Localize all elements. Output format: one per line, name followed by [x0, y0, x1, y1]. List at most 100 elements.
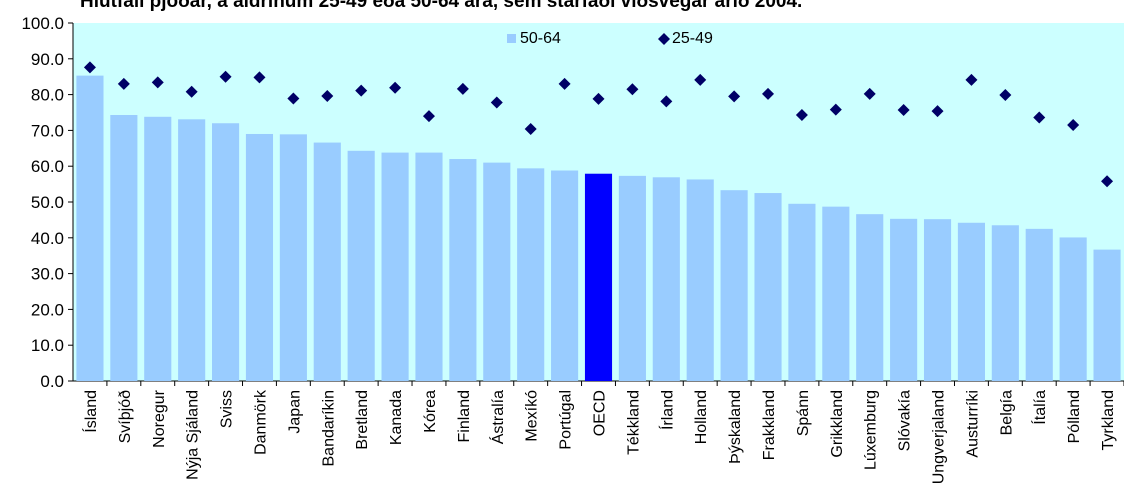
bar [144, 116, 172, 382]
bar [76, 75, 104, 381]
x-tick-label: Frakkland [761, 390, 778, 460]
marker-point [694, 73, 707, 86]
x-tick-label: Ítalía [1030, 390, 1049, 425]
x-tick-label: Noregur [151, 389, 168, 447]
bar [720, 190, 748, 381]
bar [652, 177, 680, 381]
x-tick-label: Austurríki [964, 390, 981, 458]
marker-point [185, 85, 198, 98]
x-tick-label: Kanada [388, 390, 405, 445]
bar [551, 170, 579, 381]
x-tick-label: Finland [456, 390, 473, 442]
bar [415, 152, 443, 381]
y-tick-label: 50.0 [31, 193, 64, 212]
x-tick-label: Bretland [354, 390, 371, 450]
bar [279, 134, 307, 381]
chart-title: Hlutfall þjóðar, á aldrinum 25-49 eða 50… [80, 0, 803, 12]
marker-point [151, 76, 164, 89]
x-tick-label: Slóvakía [897, 390, 914, 451]
x-tick-label: Tékkland [625, 390, 642, 455]
marker-point [422, 110, 435, 123]
marker-point [626, 83, 639, 96]
x-tick-label: Ísland [81, 390, 100, 433]
marker-point [965, 73, 978, 86]
bar [923, 219, 952, 381]
marker-point [1033, 111, 1046, 124]
x-tick-label: Tyrkland [1100, 390, 1117, 450]
legend-swatch-25-49 [658, 33, 670, 45]
marker-point [728, 90, 741, 103]
x-tick-label: Sviss [219, 390, 236, 428]
y-tick-label: 10.0 [31, 336, 64, 355]
y-tick-label: 90.0 [31, 50, 64, 69]
y-tick-label: 60.0 [31, 157, 64, 176]
bar [1059, 237, 1087, 381]
x-tick-label: Japan [286, 390, 303, 434]
bar [110, 115, 138, 382]
marker-point [253, 71, 266, 84]
y-tick-label: 20.0 [31, 300, 64, 319]
bar [686, 179, 714, 381]
marker-point [490, 96, 503, 109]
marker-point [117, 77, 130, 90]
marker-point [762, 87, 775, 100]
marker-point [897, 103, 910, 116]
bar [381, 152, 409, 381]
bar [788, 203, 816, 381]
bar [313, 142, 341, 381]
marker-point [795, 109, 808, 122]
y-tick-label: 30.0 [31, 265, 64, 284]
marker-point [863, 87, 876, 100]
bar [822, 206, 850, 381]
x-tick-label: Pólland [1066, 390, 1083, 443]
y-tick-label: 0.0 [40, 372, 64, 391]
x-tick-label: Nýja Sjáland [185, 390, 202, 480]
bar [856, 214, 884, 381]
bar [178, 119, 206, 381]
marker-point [999, 88, 1012, 101]
x-tick-label: Írland [657, 390, 676, 430]
x-tick-label: Belgía [998, 390, 1015, 435]
x-tick-label: Ungverjaland [931, 390, 948, 484]
x-tick-label: Portúgal [558, 390, 575, 450]
x-tick-label: Bandaríkin [320, 390, 337, 467]
bar [212, 123, 240, 382]
bar [618, 175, 646, 381]
marker-point [83, 61, 96, 74]
x-tick-label: Þýskaland [727, 390, 744, 464]
marker-point [456, 82, 469, 95]
bar [483, 162, 511, 381]
marker-point [931, 105, 944, 118]
bar [991, 225, 1019, 381]
x-tick-label: Ástralía [488, 390, 507, 444]
bar [890, 218, 918, 381]
x-tick-label: Spánn [795, 390, 812, 436]
bar [957, 222, 985, 381]
marker-point [558, 77, 571, 90]
marker-point [219, 70, 232, 83]
bar [245, 133, 274, 381]
x-tick-label: Svíþjóð [117, 390, 134, 443]
marker-point [355, 84, 368, 97]
bar [517, 168, 545, 381]
bar [449, 159, 477, 381]
x-tick-label: Grikkland [829, 390, 846, 458]
marker-point [524, 122, 537, 135]
marker-point [321, 90, 334, 103]
marker-point [1067, 119, 1080, 132]
bar [584, 173, 613, 381]
marker-point [592, 92, 605, 105]
legend-swatch-50-64 [507, 34, 516, 43]
x-tick-label: Kórea [422, 390, 439, 433]
x-tick-label: Danmörk [252, 389, 269, 455]
marker-point [287, 92, 300, 105]
bar [347, 150, 375, 381]
x-tick-label: Mexíkó [524, 390, 541, 442]
legend-label-25-49: 25-49 [672, 30, 713, 47]
bar [1025, 228, 1053, 381]
y-tick-label: 80.0 [31, 86, 64, 105]
x-tick-label: OECD [592, 390, 609, 436]
legend-label-50-64: 50-64 [520, 30, 561, 47]
marker-point [660, 95, 673, 108]
